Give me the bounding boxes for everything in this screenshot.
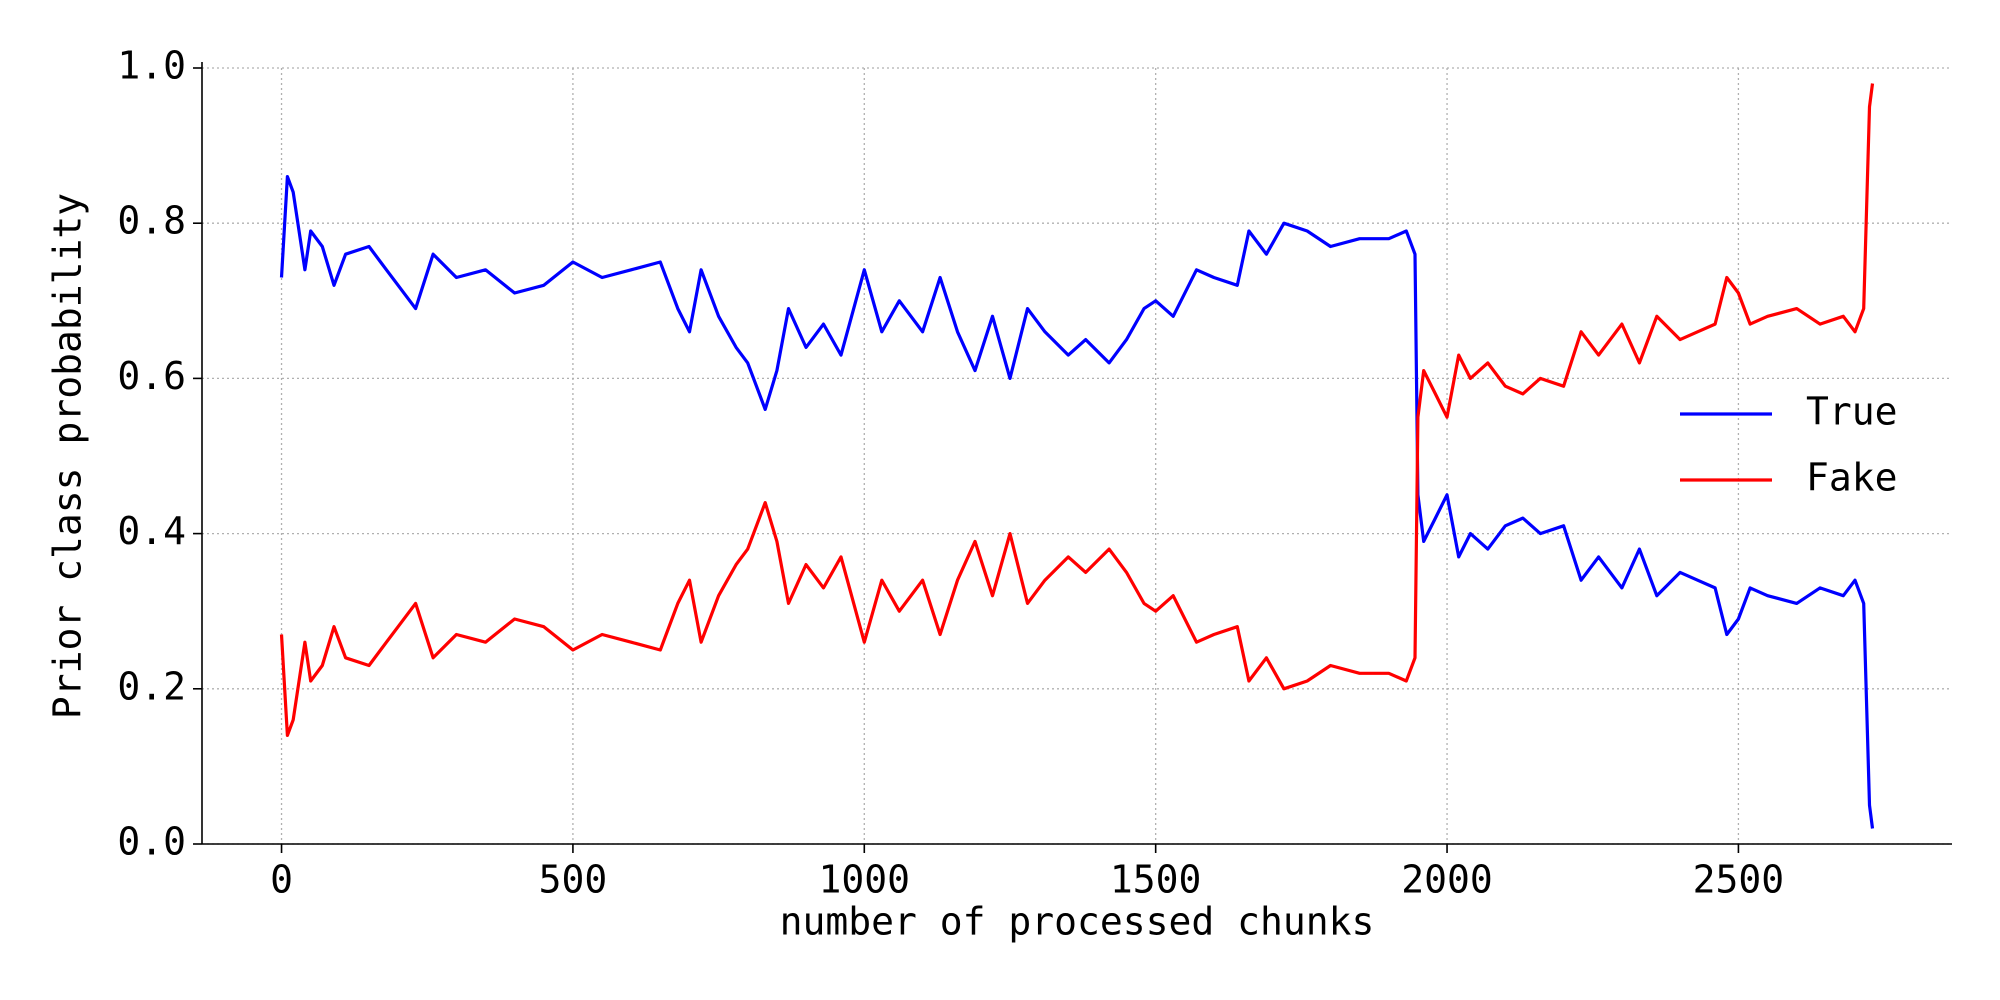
- series-line: [279, 83, 1875, 737]
- y-tick-label: 1.0: [117, 44, 186, 88]
- y-tick-label: 0.2: [117, 664, 186, 708]
- y-tick-label: 0.0: [117, 820, 186, 864]
- x-tick-label: 1500: [1110, 858, 1202, 902]
- legend-label: True: [1806, 390, 1898, 434]
- x-tick-label: 500: [539, 858, 608, 902]
- y-axis-label: Prior class probability: [46, 193, 90, 719]
- x-tick-label: 2000: [1401, 858, 1493, 902]
- series-line: [279, 175, 1875, 829]
- y-tick-label: 0.4: [117, 509, 186, 553]
- y-tick-label: 0.6: [117, 354, 186, 398]
- x-axis-label: number of processed chunks: [780, 900, 1375, 944]
- y-tick-label: 0.8: [117, 199, 186, 243]
- legend-label: Fake: [1806, 456, 1898, 500]
- x-tick-label: 2500: [1693, 858, 1785, 902]
- x-tick-label: 1000: [819, 858, 911, 902]
- x-tick-label: 0: [270, 858, 293, 902]
